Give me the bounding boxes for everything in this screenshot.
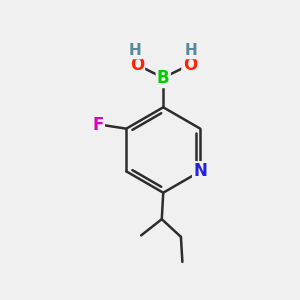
Text: N: N — [193, 162, 207, 180]
Text: F: F — [92, 116, 104, 134]
Text: O: O — [183, 56, 197, 74]
Text: B: B — [157, 69, 169, 87]
Text: H: H — [185, 43, 198, 58]
Text: O: O — [130, 56, 144, 74]
Text: H: H — [129, 43, 142, 58]
